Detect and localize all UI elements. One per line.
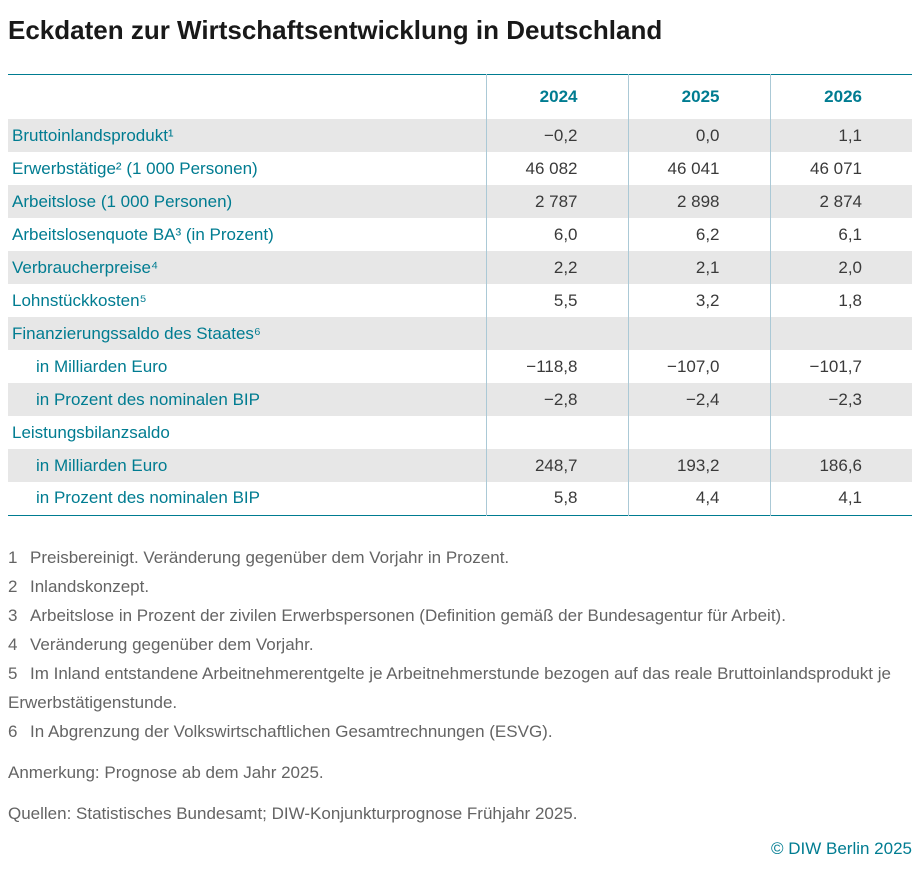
cell-2024 — [485, 317, 628, 350]
row-label: in Milliarden Euro — [36, 356, 168, 376]
cell-2026 — [769, 317, 912, 350]
row-label: in Milliarden Euro — [8, 449, 486, 482]
table-row: Arbeitslosenquote BA³ (in Prozent) 6,0 6… — [8, 218, 912, 251]
economic-indicators-table: 2024 2025 2026 Bruttoinlandsprodukt¹ −0,… — [8, 74, 912, 516]
row-label: Bruttoinlandsprodukt¹ — [8, 119, 486, 152]
cell-2024: 248,7 — [485, 449, 628, 482]
cell-2026: 1,1 — [769, 119, 912, 152]
row-label: Arbeitslose (1 000 Personen) — [8, 185, 486, 218]
cell-2024: 46 082 — [485, 152, 628, 185]
footnote-number: 2 — [8, 576, 18, 596]
cell-2025: 193,2 — [627, 449, 770, 482]
row-label: in Prozent des nominalen BIP — [8, 383, 486, 416]
footnotes-block: 1 Preisbereinigt. Veränderung gegenüber d… — [8, 543, 912, 746]
row-label: Arbeitslosenquote BA³ (in Prozent) — [12, 224, 274, 244]
table-section-row: Leistungsbilanzsaldo — [8, 416, 912, 449]
cell-2024: 2 787 — [485, 185, 628, 218]
footnote: 6 In Abgrenzung der Volkswirtschaftlichen… — [8, 717, 912, 746]
cell-2026: 6,1 — [769, 218, 912, 251]
cell-2026: −101,7 — [769, 350, 912, 383]
row-label: Erwerbstätige² (1 000 Personen) — [12, 158, 258, 178]
cell-2024: 5,5 — [485, 284, 628, 317]
table-row: Erwerbstätige² (1 000 Personen) 46 082 4… — [8, 152, 912, 185]
table-row: Lohnstückkosten⁵ 5,5 3,2 1,8 — [8, 284, 912, 317]
footnote: 4 Veränderung gegenüber dem Vorjahr. — [8, 630, 912, 659]
table-row: Arbeitslose (1 000 Personen) 2 787 2 898… — [8, 185, 912, 218]
row-label: Lohnstückkosten⁵ — [12, 290, 147, 310]
row-label: Finanzierungssaldo des Staates⁶ — [8, 317, 486, 350]
column-header-2026: 2026 — [769, 74, 912, 119]
cell-2025: 2,1 — [627, 251, 770, 284]
table-row: Verbraucherpreise⁴ 2,2 2,1 2,0 — [8, 251, 912, 284]
table-row: in Milliarden Euro −118,8 −107,0 −101,7 — [8, 350, 912, 383]
table-header-row: 2024 2025 2026 — [8, 74, 912, 120]
sources-note: Quellen: Statistisches Bundesamt; DIW-Ko… — [8, 803, 578, 823]
cell-2026: 4,1 — [769, 482, 912, 515]
page-title: Eckdaten zur Wirtschaftsentwicklung in D… — [8, 15, 663, 45]
footnote-number: 6 — [8, 721, 18, 741]
table-section-row: Finanzierungssaldo des Staates⁶ — [8, 317, 912, 350]
cell-2025: 4,4 — [627, 482, 770, 515]
footnote: 3 Arbeitslose in Prozent der zivilen Erwe… — [8, 601, 912, 630]
cell-2024: −2,8 — [485, 383, 628, 416]
footnote-text: In Abgrenzung der Volkswirtschaftlichen … — [30, 721, 553, 741]
footnote-text: Veränderung gegenüber dem Vorjahr. — [30, 634, 314, 654]
cell-2024: 2,2 — [485, 251, 628, 284]
cell-2026: 46 071 — [769, 152, 912, 185]
row-label: Verbraucherpreise⁴ — [8, 251, 486, 284]
cell-2026: −2,3 — [769, 383, 912, 416]
cell-2025: 2 898 — [627, 185, 770, 218]
table-row: in Milliarden Euro 248,7 193,2 186,6 — [8, 449, 912, 482]
copyright: © DIW Berlin 2025 — [770, 839, 912, 858]
cell-2025 — [627, 416, 770, 449]
footnote: 1 Preisbereinigt. Veränderung gegenüber d… — [8, 543, 912, 572]
cell-2026: 186,6 — [769, 449, 912, 482]
footnote-number: 1 — [8, 547, 18, 567]
row-label: Leistungsbilanzsaldo — [12, 422, 170, 442]
cell-2025: 6,2 — [627, 218, 770, 251]
row-label: in Prozent des nominalen BIP — [36, 488, 260, 508]
cell-2024 — [485, 416, 628, 449]
label-column-header — [8, 75, 486, 120]
cell-2026: 2,0 — [769, 251, 912, 284]
cell-2024: 6,0 — [485, 218, 628, 251]
cell-2024: 5,8 — [485, 482, 628, 515]
cell-2025: −2,4 — [627, 383, 770, 416]
table-row: Bruttoinlandsprodukt¹ −0,2 0,0 1,1 — [8, 119, 912, 152]
footnote-number: 5 — [8, 663, 18, 683]
footnote-text: Inlandskonzept. — [30, 576, 150, 596]
cell-2025: 46 041 — [627, 152, 770, 185]
cell-2025 — [627, 317, 770, 350]
footnote: 5 Im Inland entstandene Arbeitnehmerentge… — [8, 659, 912, 717]
footnote-text: Im Inland entstandene Arbeitnehmerentgel… — [8, 663, 891, 712]
table-row: in Prozent des nominalen BIP 5,8 4,4 4,1 — [8, 482, 912, 515]
column-header-2024: 2024 — [485, 74, 628, 119]
cell-2026 — [769, 416, 912, 449]
footnote-number: 3 — [8, 605, 18, 625]
cell-2025: −107,0 — [627, 350, 770, 383]
cell-2024: −118,8 — [485, 350, 628, 383]
cell-2026: 1,8 — [769, 284, 912, 317]
annotation-note: Anmerkung: Prognose ab dem Jahr 2025. — [8, 762, 324, 782]
footnote-number: 4 — [8, 634, 18, 654]
cell-2025: 3,2 — [627, 284, 770, 317]
cell-2026: 2 874 — [769, 185, 912, 218]
table-row: in Prozent des nominalen BIP −2,8 −2,4 −… — [8, 383, 912, 416]
column-header-2025: 2025 — [627, 74, 770, 119]
cell-2024: −0,2 — [485, 119, 628, 152]
cell-2025: 0,0 — [627, 119, 770, 152]
footnote-text: Arbeitslose in Prozent der zivilen Erwer… — [30, 605, 786, 625]
footnote-text: Preisbereinigt. Veränderung gegenüber de… — [30, 547, 510, 567]
footnote: 2 Inlandskonzept. — [8, 572, 912, 601]
